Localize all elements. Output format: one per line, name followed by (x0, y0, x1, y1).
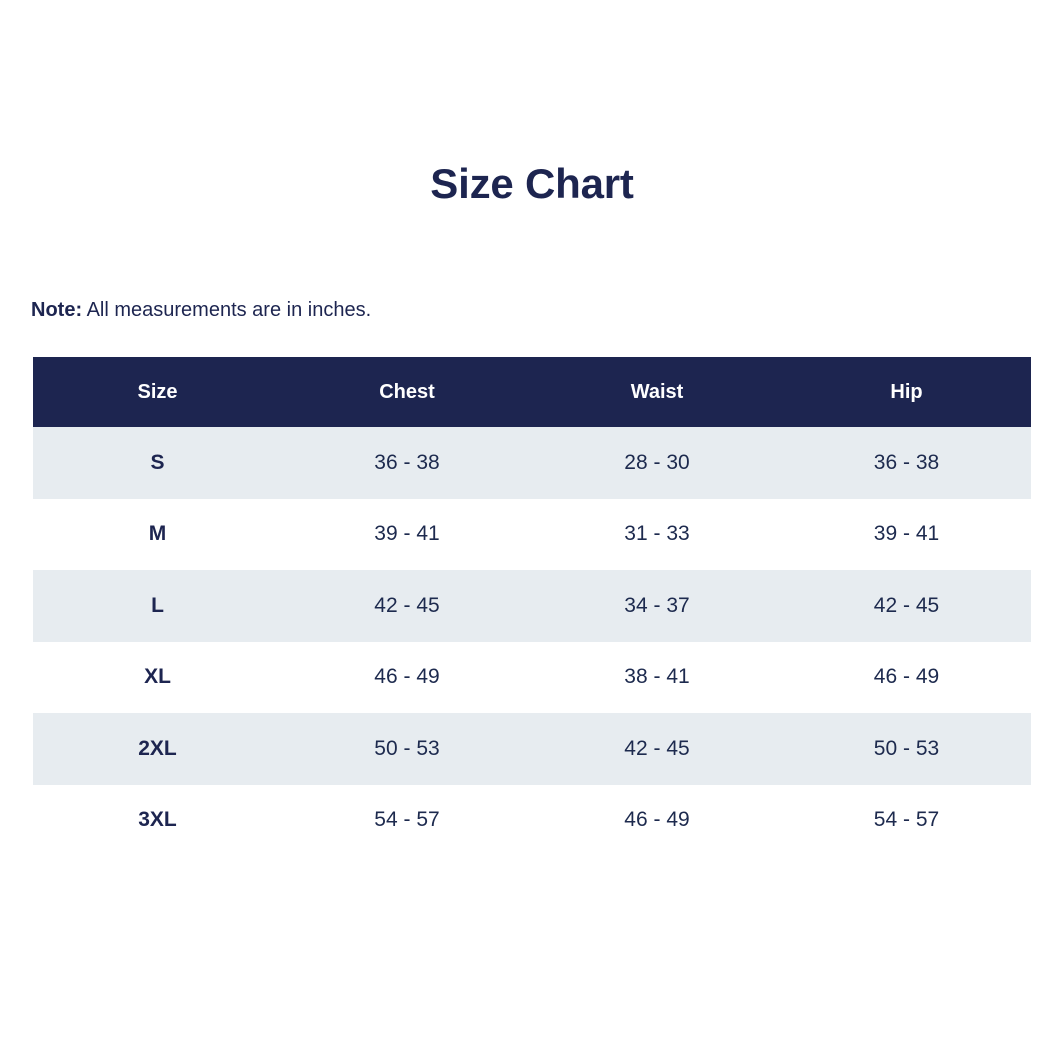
cell-hip: 36 - 38 (782, 427, 1031, 499)
cell-waist: 31 - 33 (532, 498, 782, 570)
cell-waist: 42 - 45 (532, 713, 782, 785)
cell-chest: 39 - 41 (282, 498, 532, 570)
cell-hip: 50 - 53 (782, 713, 1031, 785)
cell-waist: 38 - 41 (532, 641, 782, 713)
cell-size: S (33, 427, 282, 499)
cell-waist: 46 - 49 (532, 784, 782, 856)
cell-size: M (33, 498, 282, 570)
page-title: Size Chart (430, 160, 634, 207)
cell-chest: 54 - 57 (282, 784, 532, 856)
column-header-hip: Hip (782, 357, 1031, 427)
note-text: All measurements are in inches. (82, 299, 372, 321)
table-row: S 36 - 38 28 - 30 36 - 38 (33, 427, 1031, 499)
column-header-size: Size (33, 357, 282, 427)
cell-chest: 36 - 38 (282, 427, 532, 499)
size-table-container: Size Chest Waist Hip S 36 - 38 28 - 30 3… (33, 357, 1031, 856)
cell-hip: 54 - 57 (782, 784, 1031, 856)
cell-waist: 34 - 37 (532, 570, 782, 642)
table-row: L 42 - 45 34 - 37 42 - 45 (33, 570, 1031, 642)
table-header-row: Size Chest Waist Hip (33, 357, 1031, 427)
measurement-note: Note: All measurements are in inches. (31, 297, 371, 324)
cell-hip: 46 - 49 (782, 641, 1031, 713)
table-row: 2XL 50 - 53 42 - 45 50 - 53 (33, 713, 1031, 785)
cell-waist: 28 - 30 (532, 427, 782, 499)
cell-chest: 46 - 49 (282, 641, 532, 713)
column-header-chest: Chest (282, 357, 532, 427)
table-header: Size Chest Waist Hip (33, 357, 1031, 427)
cell-hip: 39 - 41 (782, 498, 1031, 570)
note-label: Note: (31, 299, 83, 321)
cell-chest: 42 - 45 (282, 570, 532, 642)
cell-size: XL (33, 641, 282, 713)
table-body: S 36 - 38 28 - 30 36 - 38 M 39 - 41 31 -… (33, 427, 1031, 856)
cell-size: L (33, 570, 282, 642)
cell-size: 3XL (33, 784, 282, 856)
cell-size: 2XL (33, 713, 282, 785)
size-chart-table: Size Chest Waist Hip S 36 - 38 28 - 30 3… (33, 357, 1031, 856)
table-row: M 39 - 41 31 - 33 39 - 41 (33, 498, 1031, 570)
column-header-waist: Waist (532, 357, 782, 427)
table-row: 3XL 54 - 57 46 - 49 54 - 57 (33, 784, 1031, 856)
cell-chest: 50 - 53 (282, 713, 532, 785)
cell-hip: 42 - 45 (782, 570, 1031, 642)
table-row: XL 46 - 49 38 - 41 46 - 49 (33, 641, 1031, 713)
